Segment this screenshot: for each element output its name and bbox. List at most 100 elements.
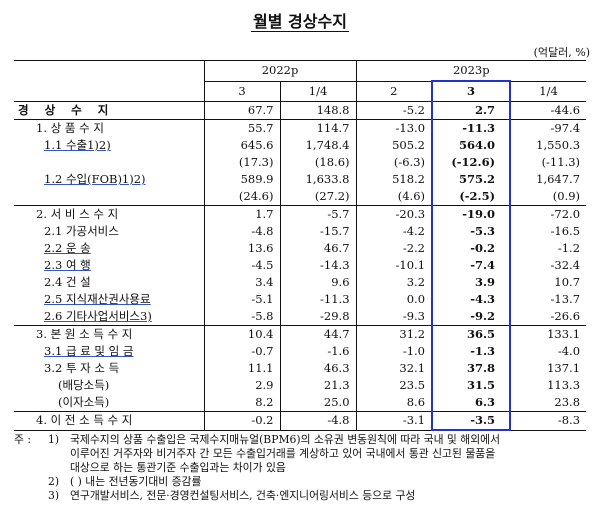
cell-value: 10.7 [509,274,587,291]
table-row: 3. 본 원 소 득 수 지 10.4 44.7 31.2 36.5 133.1 [14,325,587,343]
cell-value: -5.2 [355,101,433,120]
cell-value: -32.4 [509,257,587,274]
table-row: 3.2 투 자 소 득 11.1 46.3 32.1 37.8 137.1 [14,360,587,377]
table-row: 경 상 수 지 67.7 148.8 -5.2 2.7 -44.6 [14,101,587,120]
note-index [48,447,70,461]
table-row: 1.2 수입(FOB)1)2) 589.9 1,633.8 518.2 575.2 1,6… [14,171,587,188]
cell-value: -13.7 [509,291,587,308]
cell-value: -1.2 [509,240,587,257]
cell-value: 67.7 [203,101,280,120]
cell-highlighted: 2.7 [431,101,512,120]
header-month-highlighted: 3 [431,80,512,102]
cell-value: -5.7 [279,205,357,223]
row-label: 4. 이 전 소 득 수 지 [14,411,204,431]
header-year-2022: 2022p [203,60,357,82]
cell-value: -1.0 [355,343,433,360]
cell-value: -5.8 [203,308,280,326]
cell-value: 11.1 [203,360,280,377]
row-label: 2. 서 비 스 수 지 [14,205,204,223]
note-line: 주 : 1) 국제수지의 상품 수출입은 국제수지매뉴얼(BPM6)의 소유권 변동… [14,433,590,447]
cell-value: -97.4 [509,119,587,137]
header-month: 1/4 [509,81,587,102]
cell-value: 21.3 [279,377,357,394]
cell-highlighted: -1.3 [431,343,512,360]
cell-value: -4.0 [509,343,587,360]
note-prefix [14,475,48,489]
note-prefix [14,489,48,503]
cell-value: 25.0 [279,394,357,412]
note-line: 2) ( ) 내는 전년동기대비 증감률 [14,475,590,489]
note-index: 3) [48,489,60,502]
row-label: 1.2 수입(FOB)1)2) [44,172,146,186]
cell-value: 10.4 [203,325,280,343]
cell-value: 2.9 [203,377,280,394]
cell-value: (17.3) [203,154,280,171]
cell-value: (24.6) [203,188,280,206]
cell-value: -44.6 [509,101,587,120]
cell-value: -11.3 [279,291,357,308]
cell-value: (4.6) [355,188,433,206]
table-row: (이자소득) 8.2 25.0 8.6 6.3 23.8 [14,394,587,412]
cell-value: -4.2 [355,223,433,240]
cell-value: (27.2) [279,188,357,206]
cell-value: 133.1 [509,325,587,343]
cell-value: 46.7 [279,240,357,257]
row-label: (이자소득) [58,395,110,409]
table-row: 2.1 가공서비스 -4.8 -15.7 -4.2 -5.3 -16.5 [14,223,587,240]
cell-value: 114.7 [279,119,357,137]
cell-value: -4.5 [203,257,280,274]
cell-value: 32.1 [355,360,433,377]
cell-value: 148.8 [279,101,357,120]
note-text: 연구개발서비스, 전문·경영컨설팅서비스, 건축·엔지니어링서비스 등으로 구성 [70,489,416,502]
table-row: 3.1 급 료 및 임 금 -0.7 -1.6 -1.0 -1.3 -4.0 [14,343,587,360]
cell-value: 137.1 [509,360,587,377]
cell-value: 1,647.7 [509,171,587,188]
cell-value: 3.2 [355,274,433,291]
footnotes: 주 : 1) 국제수지의 상품 수출입은 국제수지매뉴얼(BPM6)의 소유권 변동… [14,433,590,503]
cell-value: 1,748.4 [279,137,357,154]
row-label [14,154,204,171]
table-row: 2.6 기타사업서비스3) -5.8 -29.8 -9.3 -9.2 -26.6 [14,308,587,326]
cell-value: -4.8 [279,411,357,431]
header-row-months: 3 1/4 2 3 1/4 [14,80,587,102]
cell-highlighted: -4.3 [431,291,512,308]
note-prefix: 주 : [14,433,32,446]
row-label: 3. 본 원 소 득 수 지 [14,325,204,343]
header-month: 2 [355,81,433,102]
cell-value: 505.2 [355,137,433,154]
cell-value: 518.2 [355,171,433,188]
unit-label: (억달러, %) [533,46,590,59]
cell-value: -26.6 [509,308,587,326]
table-row: 2.2 운 송 13.6 46.7 -2.2 -0.2 -1.2 [14,240,587,257]
table-row: (배당소득) 2.9 21.3 23.5 31.5 113.3 [14,377,587,394]
note-prefix [14,461,48,475]
cell-value: -10.1 [355,257,433,274]
row-label: 2.4 건 설 [44,275,91,289]
cell-highlighted: -5.3 [431,223,512,240]
cell-highlighted: -11.3 [431,119,512,137]
cell-highlighted: 3.9 [431,274,512,291]
row-label: 3.2 투 자 소 득 [44,361,120,375]
cell-highlighted: 36.5 [431,325,512,343]
cell-value: -15.7 [279,223,357,240]
table-row: 4. 이 전 소 득 수 지 -0.2 -4.8 -3.1 -3.5 -8.3 [14,411,587,431]
note-index [48,461,70,475]
cell-highlighted: 37.8 [431,360,512,377]
cell-value: 23.5 [355,377,433,394]
header-month: 3 [203,81,280,102]
cell-highlighted: -7.4 [431,257,512,274]
note-text: ( ) 내는 전년동기대비 증감률 [70,475,202,488]
header-row-years: 2022p 2023p [14,60,587,102]
table-row: 1.1 수출1)2) 645.6 1,748.4 505.2 564.0 1,550.3 [14,137,587,154]
cell-value: 55.7 [203,119,280,137]
row-label: (배당소득) [58,378,110,392]
note-prefix [14,447,48,461]
note-line: 대상으로 하는 통관기준 수출입과는 차이가 있음 [14,461,590,475]
note-index: 1) [48,433,60,446]
table-row: (17.3) (18.6) (-6.3) (-12.6) (-11.3) [14,154,587,171]
cell-value: -0.7 [203,343,280,360]
table-row: (24.6) (27.2) (4.6) (-2.5) (0.9) [14,188,587,206]
cell-value: -8.3 [509,411,587,431]
cell-value: 3.4 [203,274,280,291]
cell-value: 113.3 [509,377,587,394]
